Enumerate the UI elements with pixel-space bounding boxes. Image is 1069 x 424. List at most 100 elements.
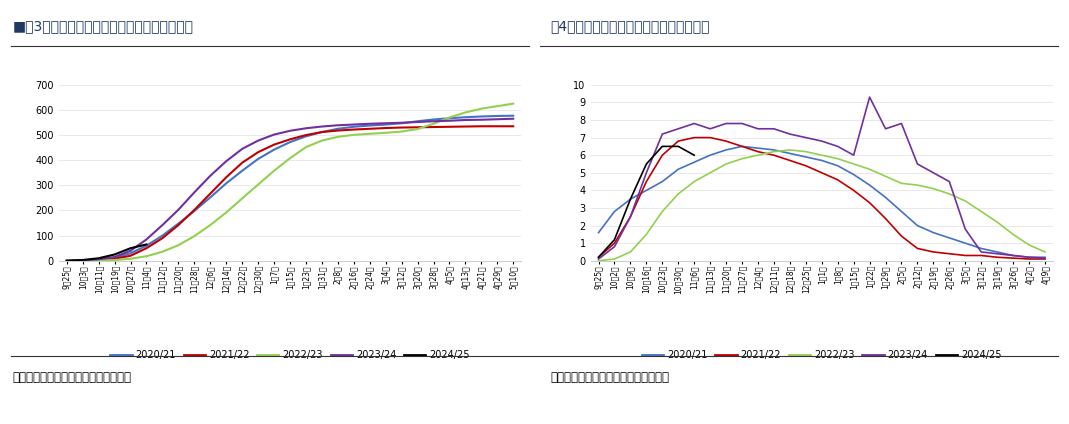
2021/22 bbox=[991, 255, 1004, 260]
2023/24 bbox=[140, 237, 153, 242]
2020/21 bbox=[188, 209, 201, 214]
2020/21 bbox=[991, 249, 1004, 254]
2021/22 bbox=[768, 153, 780, 158]
2021/22 bbox=[331, 128, 344, 133]
2022/23 bbox=[592, 258, 605, 263]
2020/21 bbox=[172, 221, 185, 226]
2021/22 bbox=[959, 253, 972, 258]
2020/21 bbox=[592, 230, 605, 235]
2021/22 bbox=[92, 257, 105, 262]
2020/21 bbox=[895, 209, 908, 214]
2023/24 bbox=[60, 258, 73, 263]
2023/24 bbox=[236, 146, 249, 151]
2023/24 bbox=[172, 207, 185, 212]
Line: 2020/21: 2020/21 bbox=[599, 146, 1045, 257]
2021/22 bbox=[671, 139, 684, 144]
2020/21 bbox=[832, 163, 845, 168]
Legend: 2020/21, 2021/22, 2022/23, 2023/24, 2024/25: 2020/21, 2021/22, 2022/23, 2023/24, 2024… bbox=[638, 346, 1006, 364]
2021/22 bbox=[363, 126, 376, 131]
2024/25 bbox=[76, 257, 89, 262]
2024/25 bbox=[671, 144, 684, 149]
2023/24 bbox=[959, 226, 972, 232]
2021/22 bbox=[975, 253, 988, 258]
2022/23 bbox=[640, 232, 653, 237]
2021/22 bbox=[687, 135, 700, 140]
2020/21 bbox=[687, 160, 700, 165]
2021/22 bbox=[443, 124, 455, 129]
Line: 2020/21: 2020/21 bbox=[66, 116, 513, 261]
2022/23 bbox=[608, 257, 621, 262]
2020/21 bbox=[943, 235, 956, 240]
2020/21 bbox=[1023, 255, 1036, 260]
2023/24 bbox=[459, 117, 471, 123]
2022/23 bbox=[491, 103, 503, 109]
2020/21 bbox=[124, 251, 137, 256]
2020/21 bbox=[703, 153, 716, 158]
2023/24 bbox=[735, 121, 748, 126]
Text: ■图3：新年度新疆棉累计加工量统计（万吨）: ■图3：新年度新疆棉累计加工量统计（万吨） bbox=[13, 19, 193, 33]
2022/23 bbox=[735, 156, 748, 161]
2022/23 bbox=[768, 149, 780, 154]
2023/24 bbox=[975, 249, 988, 254]
2023/24 bbox=[1039, 256, 1052, 261]
2021/22 bbox=[412, 125, 424, 130]
2023/24 bbox=[943, 179, 956, 184]
2023/24 bbox=[1023, 255, 1036, 260]
2022/23 bbox=[671, 191, 684, 196]
2020/21 bbox=[220, 181, 233, 186]
2022/23 bbox=[991, 220, 1004, 225]
2024/25 bbox=[108, 252, 121, 257]
2022/23 bbox=[347, 132, 360, 137]
Line: 2023/24: 2023/24 bbox=[66, 119, 513, 261]
2023/24 bbox=[640, 170, 653, 176]
2023/24 bbox=[188, 190, 201, 195]
2022/23 bbox=[92, 258, 105, 263]
2020/21 bbox=[927, 230, 940, 235]
2023/24 bbox=[412, 120, 424, 125]
2023/24 bbox=[491, 117, 503, 122]
2023/24 bbox=[816, 139, 828, 144]
2023/24 bbox=[832, 144, 845, 149]
Text: 数据来源：銘河期货，中国棉花信息网: 数据来源：銘河期货，中国棉花信息网 bbox=[551, 371, 669, 384]
2023/24 bbox=[267, 132, 280, 137]
2021/22 bbox=[879, 216, 892, 221]
Text: 图4：新年度新疆棉日加工量统计（万吨）: 图4：新年度新疆棉日加工量统计（万吨） bbox=[551, 19, 710, 33]
2023/24 bbox=[703, 126, 716, 131]
2022/23 bbox=[379, 130, 392, 135]
2022/23 bbox=[475, 106, 487, 111]
2023/24 bbox=[251, 138, 264, 143]
2020/21 bbox=[784, 151, 796, 156]
2021/22 bbox=[156, 236, 169, 241]
2022/23 bbox=[140, 254, 153, 259]
2024/25 bbox=[60, 258, 73, 263]
2021/22 bbox=[752, 149, 764, 154]
Line: 2022/23: 2022/23 bbox=[599, 150, 1045, 261]
2022/23 bbox=[800, 149, 812, 154]
2022/23 bbox=[975, 209, 988, 214]
Line: 2024/25: 2024/25 bbox=[599, 146, 694, 257]
2021/22 bbox=[735, 144, 748, 149]
2022/23 bbox=[832, 156, 845, 161]
2020/21 bbox=[92, 257, 105, 262]
2021/22 bbox=[656, 153, 669, 158]
2020/21 bbox=[507, 113, 520, 118]
2020/21 bbox=[656, 179, 669, 184]
2022/23 bbox=[703, 170, 716, 176]
2021/22 bbox=[800, 163, 812, 168]
2023/24 bbox=[784, 131, 796, 137]
2023/24 bbox=[752, 126, 764, 131]
2022/23 bbox=[656, 209, 669, 214]
2020/21 bbox=[640, 188, 653, 193]
2022/23 bbox=[848, 162, 861, 167]
2023/24 bbox=[347, 122, 360, 127]
2021/22 bbox=[347, 127, 360, 132]
2020/21 bbox=[848, 172, 861, 177]
Line: 2022/23: 2022/23 bbox=[66, 103, 513, 261]
2020/21 bbox=[76, 258, 89, 263]
2020/21 bbox=[671, 167, 684, 172]
2020/21 bbox=[379, 122, 392, 127]
2022/23 bbox=[752, 153, 764, 158]
2023/24 bbox=[863, 95, 876, 100]
2022/23 bbox=[331, 134, 344, 139]
2023/24 bbox=[204, 173, 217, 179]
